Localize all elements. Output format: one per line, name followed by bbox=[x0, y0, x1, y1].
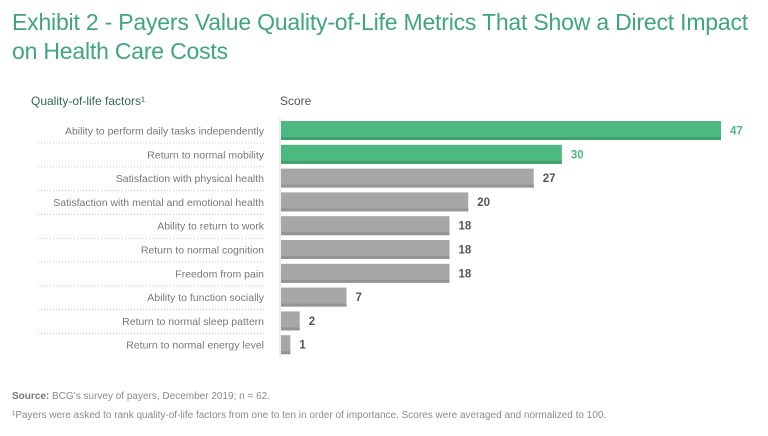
bar bbox=[281, 240, 450, 259]
bar-shadow bbox=[281, 160, 562, 164]
value-label: 18 bbox=[459, 245, 472, 257]
value-axis-header: Score bbox=[280, 94, 312, 108]
value-label: 2 bbox=[309, 316, 315, 328]
value-label: 18 bbox=[459, 268, 472, 280]
bar bbox=[281, 216, 450, 236]
category-label: Freedom from pain bbox=[175, 268, 264, 280]
bar bbox=[281, 287, 347, 307]
source-note: Source: BCG’s survey of payers, December… bbox=[12, 391, 270, 402]
category-label: Return to normal cognition bbox=[141, 245, 264, 257]
bar bbox=[281, 263, 450, 283]
value-label: 7 bbox=[356, 292, 362, 304]
value-label: 1 bbox=[299, 340, 306, 352]
category-label: Return to normal sleep pattern bbox=[122, 316, 264, 328]
bar-shadow bbox=[281, 351, 291, 355]
bar bbox=[281, 144, 562, 164]
bar bbox=[281, 311, 300, 331]
bar bbox=[281, 192, 469, 212]
value-label: 30 bbox=[571, 149, 584, 161]
bar-shadow bbox=[281, 208, 469, 212]
footnote: ¹Payers were asked to rank quality-of-li… bbox=[12, 410, 607, 421]
bar-shadow bbox=[281, 327, 300, 331]
bar-shadow bbox=[281, 232, 450, 236]
category-axis-header: Quality-of-life factors¹ bbox=[31, 94, 146, 108]
value-label: 47 bbox=[730, 126, 743, 138]
value-label: 27 bbox=[543, 173, 556, 185]
value-label: 20 bbox=[477, 197, 490, 209]
category-label: Return to normal mobility bbox=[147, 149, 264, 161]
category-label: Satisfaction with physical health bbox=[116, 173, 264, 185]
bar-shadow bbox=[281, 303, 347, 307]
bar-shadow bbox=[281, 256, 450, 259]
bar bbox=[281, 168, 534, 188]
chart-title: Exhibit 2 - Payers Value Quality-of-Life… bbox=[12, 9, 748, 64]
category-label: Ability to function socially bbox=[147, 292, 264, 304]
bar bbox=[281, 335, 291, 355]
category-label: Ability to return to work bbox=[157, 221, 265, 233]
bar-shadow bbox=[281, 279, 450, 283]
bar-shadow bbox=[281, 184, 534, 188]
bar bbox=[281, 121, 721, 140]
value-label: 18 bbox=[459, 221, 472, 233]
category-label: Return to normal energy level bbox=[126, 340, 264, 352]
source-label: Source: bbox=[12, 391, 50, 402]
category-label: Ability to perform daily tasks independe… bbox=[65, 126, 265, 138]
bar-shadow bbox=[281, 137, 721, 140]
source-text: BCG’s survey of payers, December 2019; n… bbox=[49, 391, 270, 402]
category-label: Satisfaction with mental and emotional h… bbox=[53, 197, 264, 209]
